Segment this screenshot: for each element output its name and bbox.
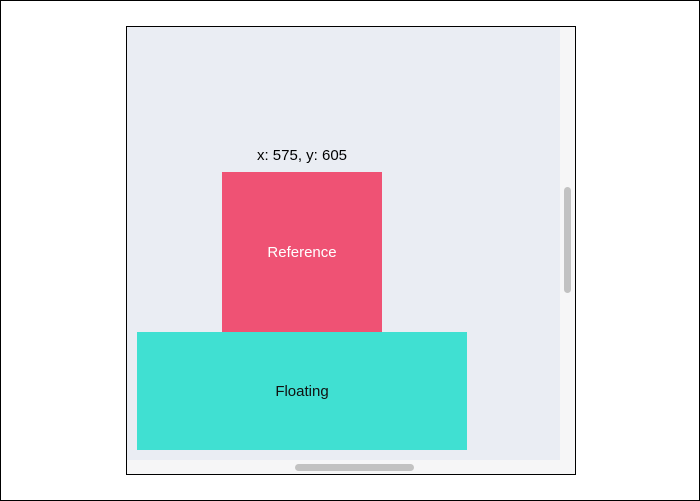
floating-label: Floating bbox=[275, 382, 329, 400]
scroll-container[interactable]: x: 575, y: 605 Reference Floating bbox=[126, 26, 576, 475]
scroll-viewport: x: 575, y: 605 Reference Floating bbox=[127, 27, 560, 460]
vertical-scrollbar-thumb[interactable] bbox=[564, 187, 571, 293]
reference-label: Reference bbox=[267, 243, 337, 261]
floating-element: Floating bbox=[137, 332, 467, 450]
reference-element: Reference bbox=[222, 172, 382, 332]
horizontal-scrollbar-thumb[interactable] bbox=[295, 464, 414, 471]
coordinates-readout: x: 575, y: 605 bbox=[256, 147, 348, 164]
